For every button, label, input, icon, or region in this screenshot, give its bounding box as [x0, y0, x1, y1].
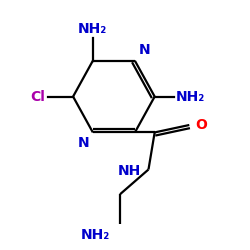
Text: O: O	[196, 118, 207, 132]
Text: NH₂: NH₂	[176, 90, 205, 104]
Text: NH₂: NH₂	[78, 22, 108, 36]
Text: NH₂: NH₂	[81, 228, 110, 242]
Text: NH: NH	[118, 164, 141, 178]
Text: Cl: Cl	[30, 90, 45, 104]
Text: N: N	[78, 136, 89, 150]
Text: N: N	[138, 43, 150, 57]
